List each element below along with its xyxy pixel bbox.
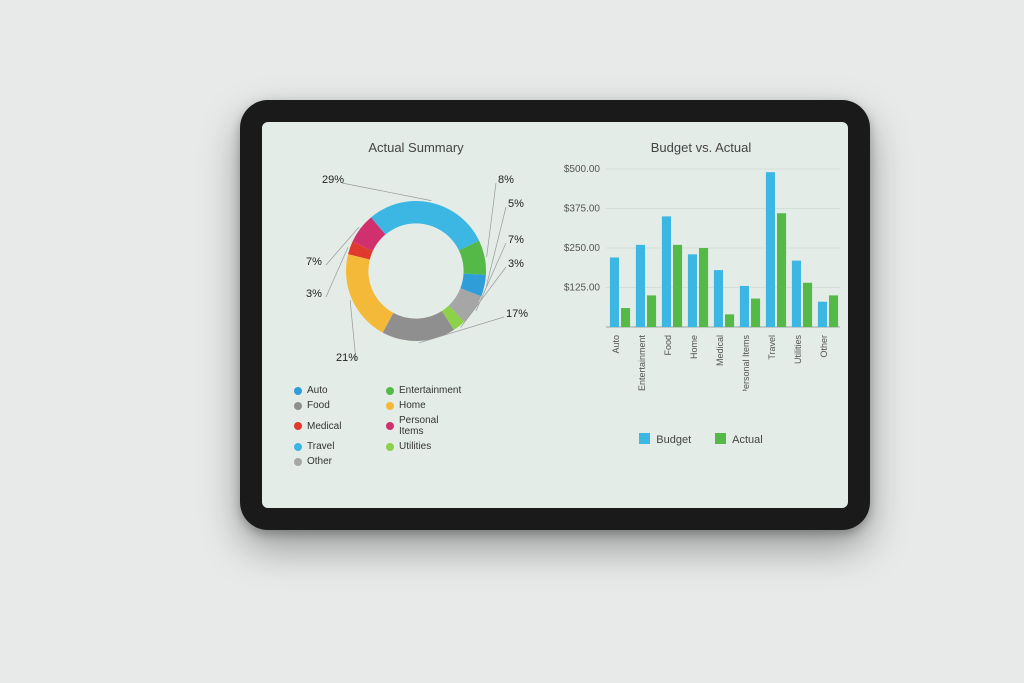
legend-label: Food	[307, 400, 330, 411]
donut-legend-item: Entertainment	[386, 385, 464, 396]
legend-swatch	[386, 422, 394, 430]
bar-xcat-label: Travel	[767, 335, 777, 360]
donut-pct-label: 17%	[506, 308, 528, 320]
donut-pct-label: 3%	[508, 258, 524, 270]
bar	[636, 245, 645, 327]
donut-legend-item: Personal Items	[386, 415, 464, 437]
bar	[610, 257, 619, 327]
bar-ytick-label: $250.00	[564, 243, 601, 254]
legend-swatch	[386, 443, 394, 451]
donut-slice	[346, 254, 393, 333]
bar	[829, 295, 838, 327]
legend-swatch	[294, 443, 302, 451]
bar-xcat-label: Personal Items	[741, 335, 751, 391]
bar-xcat-label: Auto	[611, 335, 621, 354]
legend-label: Other	[307, 456, 332, 467]
donut-pct-label: 29%	[322, 174, 344, 186]
donut-pct-label: 3%	[306, 288, 322, 300]
bar-xcat-label: Medical	[715, 335, 725, 366]
legend-swatch	[294, 458, 302, 466]
legend-swatch	[386, 402, 394, 410]
legend-swatch	[294, 402, 302, 410]
bar-ytick-label: $375.00	[564, 204, 601, 215]
donut-pct-label: 7%	[306, 256, 322, 268]
bar	[818, 302, 827, 327]
legend-label: Auto	[307, 385, 328, 396]
bar-legend: Budget Actual	[556, 433, 846, 446]
bar	[621, 308, 630, 327]
bar-xcat-label: Entertainment	[637, 335, 647, 391]
legend-label: Travel	[307, 441, 334, 452]
donut-pct-label: 21%	[336, 352, 358, 364]
donut-panel: Actual Summary 29% 8% 5% 7% 3% 17% 21% 3% 7% Aut…	[276, 140, 556, 494]
donut-legend-item: Other	[294, 456, 372, 467]
bar-xcat-label: Food	[663, 335, 673, 356]
legend-label: Budget	[656, 434, 691, 446]
bar-chart: $125.00 $250.00 $375.00 $500.00 Auto Entertai…	[556, 161, 846, 391]
donut-pct-label: 7%	[508, 234, 524, 246]
bar-legend-item: Budget	[639, 433, 691, 446]
bar	[777, 213, 786, 327]
donut-legend-item: Travel	[294, 441, 372, 452]
donut-pct-label: 8%	[498, 174, 514, 186]
legend-label: Entertainment	[399, 385, 461, 396]
bar	[699, 248, 708, 327]
donut-pct-label: 5%	[508, 198, 524, 210]
bar	[740, 286, 749, 327]
legend-label: Home	[399, 400, 426, 411]
donut-legend-item: Food	[294, 400, 372, 411]
bar-ytick-label: $125.00	[564, 283, 601, 294]
tablet-frame: Actual Summary 29% 8% 5% 7% 3% 17% 21% 3% 7% Aut…	[240, 100, 870, 530]
donut-legend-item: Home	[386, 400, 464, 411]
donut-title: Actual Summary	[276, 140, 556, 155]
bar	[714, 270, 723, 327]
bar	[688, 254, 697, 327]
legend-swatch	[715, 433, 726, 444]
tablet-screen: Actual Summary 29% 8% 5% 7% 3% 17% 21% 3% 7% Aut…	[262, 122, 848, 508]
bar	[766, 172, 775, 327]
donut-slice	[371, 201, 479, 250]
bar	[662, 216, 671, 327]
bar-legend-item: Actual	[715, 433, 763, 446]
donut-legend-item: Auto	[294, 385, 372, 396]
bar-panel: Budget vs. Actual $125.00$250.00$375.00$…	[556, 140, 846, 494]
legend-swatch	[294, 387, 302, 395]
donut-slice	[383, 311, 454, 341]
bar	[803, 283, 812, 327]
bar-title: Budget vs. Actual	[556, 140, 846, 155]
legend-swatch	[386, 387, 394, 395]
bar-xcat-label: Utilities	[793, 335, 803, 365]
legend-label: Utilities	[399, 441, 431, 452]
donut-legend-item: Utilities	[386, 441, 464, 452]
bar-ytick-label: $500.00	[564, 164, 601, 175]
donut-legend: Auto Entertainment Food Home Medical Personal…	[276, 381, 556, 467]
bar-xcat-label: Other	[819, 335, 829, 358]
donut-chart: 29% 8% 5% 7% 3% 17% 21% 3% 7%	[276, 161, 556, 381]
bar	[647, 295, 656, 327]
bar	[751, 299, 760, 327]
legend-label: Medical	[307, 421, 341, 432]
bar-xcat-label: Home	[689, 335, 699, 359]
donut-legend-item: Medical	[294, 415, 372, 437]
bar	[792, 261, 801, 327]
legend-swatch	[294, 422, 302, 430]
legend-label: Personal Items	[399, 415, 464, 437]
legend-label: Actual	[732, 434, 763, 446]
bar	[673, 245, 682, 327]
legend-swatch	[639, 433, 650, 444]
bar	[725, 314, 734, 327]
